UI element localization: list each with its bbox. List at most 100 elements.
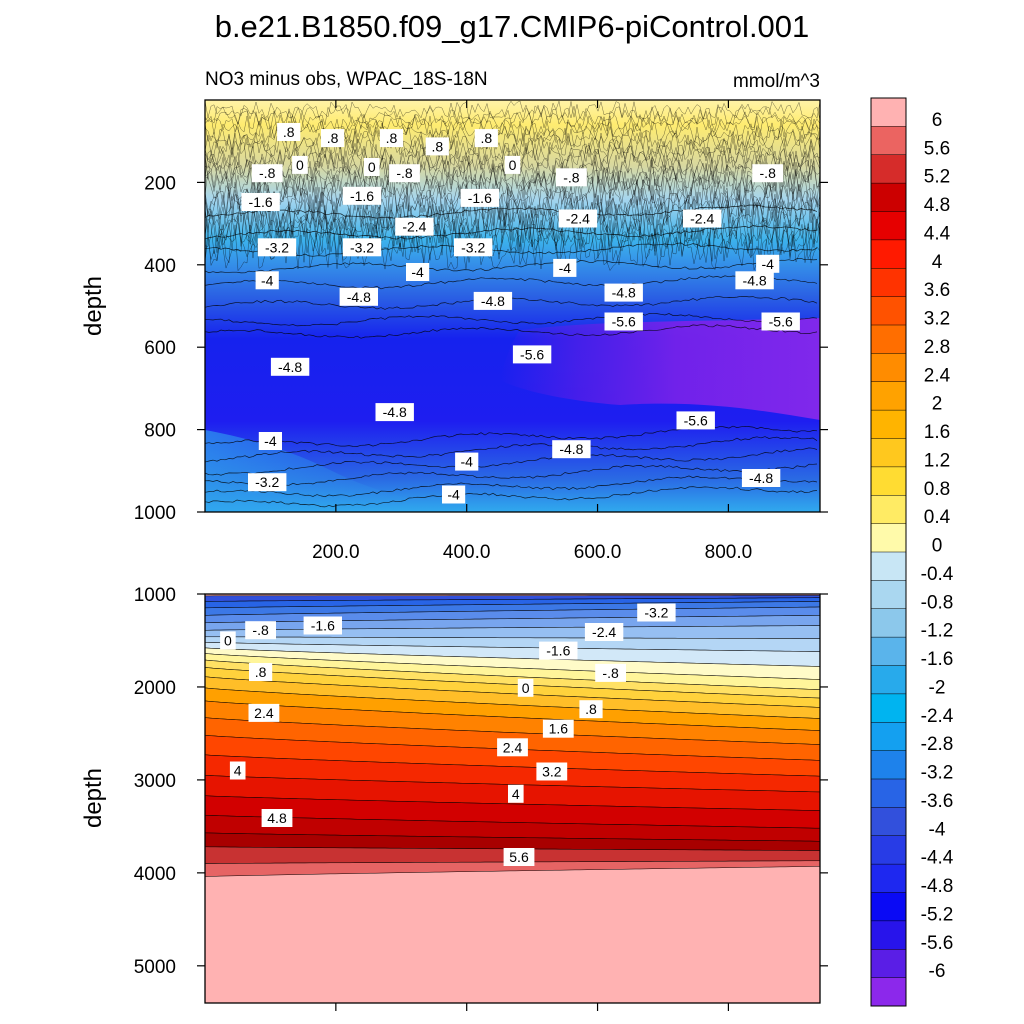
colorbar-swatch: [871, 807, 906, 837]
colorbar-swatch: [871, 126, 906, 156]
contour-label: -.8: [396, 165, 413, 181]
contour-label-box: [683, 209, 722, 228]
contour-label-box: [342, 238, 382, 257]
contour-label-box: [229, 761, 246, 780]
colorbar-label: -2: [929, 677, 946, 698]
contour-line: [205, 225, 818, 240]
top-y-axis-label: depth: [80, 276, 107, 336]
colorbar-swatch: [871, 580, 906, 610]
y-tick-label: 800: [144, 421, 176, 442]
contour-line: [205, 447, 818, 476]
contour-label-box: [255, 271, 279, 290]
contour-label: .8: [386, 130, 398, 146]
bottom-contour-labels: -.8 -1.6 0 -3.2 -2.4 -1.6 -.8 .8 0 .8 1.6 2.4 2.4 3.2…: [220, 603, 676, 866]
contour-label-box: [460, 188, 499, 207]
colorbar-swatch: [871, 523, 906, 553]
contour-label-box: [241, 193, 280, 211]
colorbar-swatch: [871, 495, 906, 525]
contour-label: -1.6: [350, 188, 374, 204]
contour-label-box: [539, 641, 578, 660]
contour-label: .8: [255, 664, 267, 680]
contour-label: -4.8: [612, 285, 636, 301]
contour-label: 4: [234, 763, 242, 779]
contour-label-box: [389, 164, 420, 183]
contour-label: 0: [509, 157, 517, 173]
contour-line: [205, 436, 818, 463]
contour-label: .8: [585, 701, 597, 717]
contour-label: -.8: [760, 165, 777, 181]
colorbar-swatch: [871, 239, 906, 269]
contour-line: [205, 125, 820, 150]
contour-label-box: [454, 238, 493, 257]
top-axis-ticks: 200.0 400.0 600.0 800.0 200 400 600 800 1000: [134, 100, 828, 563]
colorbar-label: 3.6: [924, 280, 950, 301]
colorbar-label: -0.8: [921, 592, 954, 613]
contour-label: 4.8: [267, 810, 287, 826]
bottom-panel-field: -.8 -1.6 0 -3.2 -2.4 -1.6 -.8 .8 0 .8 1.6 2.4 2.4 3.2…: [205, 594, 820, 1003]
contour-line: [205, 425, 818, 447]
colorbar-swatch: [871, 665, 906, 695]
colorbar-swatch: [871, 779, 906, 808]
contour-label-box: [676, 411, 715, 430]
colorbar-label: -0.4: [921, 564, 954, 585]
contour-label: -3.2: [644, 605, 668, 621]
contour-label: 0: [224, 632, 232, 648]
colorbar-swatch: [871, 325, 906, 354]
contour-label: -4.8: [481, 293, 505, 309]
bottom-panel: -.8 -1.6 0 -3.2 -2.4 -1.6 -.8 .8 0 .8 1.6 2.4 2.4 3.2…: [80, 585, 828, 1011]
colorbar-swatch: [871, 637, 906, 666]
contour-label-box: [536, 762, 568, 781]
colorbar-swatch: [871, 98, 906, 127]
bottom-axis-ticks: 1000 2000 3000 4000 5000: [134, 585, 828, 1011]
colorbar-swatch: [871, 268, 906, 298]
contour-line: [205, 274, 818, 290]
colorbar-swatch: [871, 381, 906, 411]
colorbar-label: 5.6: [924, 138, 950, 159]
contour-label-box: [756, 254, 780, 273]
colorbar-label: 4.4: [924, 223, 951, 244]
colorbar-label: -6: [929, 961, 946, 982]
contour-label: 0: [296, 157, 304, 173]
colorbar-label: -3.2: [921, 763, 954, 784]
colorbar-swatch: [871, 211, 906, 241]
colorbar-swatch: [871, 466, 906, 496]
colorbar-swatch: [871, 154, 906, 184]
contour-label-box: [512, 345, 552, 364]
contour-line: [205, 204, 818, 219]
bottom-panel-frame: [204, 593, 821, 1004]
colorbar-label: 3.2: [924, 309, 950, 330]
contour-label: -4.8: [749, 470, 773, 486]
contour-label-box: [604, 283, 643, 302]
contour-label-box: [595, 663, 626, 682]
contour-label-box: [455, 452, 479, 471]
contour-line: [205, 257, 818, 274]
contour-line: [205, 475, 818, 498]
colorbar-swatch: [871, 722, 906, 752]
contour-line: [205, 164, 820, 199]
contour-line: [205, 184, 820, 223]
contour-label: 1.6: [549, 721, 569, 737]
contour-label: .8: [431, 138, 443, 154]
contour-label: -1.6: [249, 194, 273, 210]
contour-label-box: [342, 186, 382, 205]
contour-label-box: [248, 703, 280, 722]
contour-label-box: [517, 678, 534, 697]
contour-label-box: [379, 129, 404, 148]
colorbar-label: 1.2: [924, 450, 950, 471]
contour-label: -.8: [563, 169, 580, 185]
y-tick-label: 2000: [134, 678, 176, 699]
contour-label-box: [321, 129, 345, 148]
contour-label: -2.4: [402, 219, 426, 235]
x-tick-label: 600.0: [574, 542, 622, 563]
contour-label-box: [542, 719, 574, 738]
contour-line: [205, 173, 820, 211]
colorbar-label: 0: [932, 536, 943, 557]
colorbar-swatch: [871, 864, 906, 893]
contour-label-box: [303, 616, 342, 635]
contour-label: 0: [522, 680, 530, 696]
contour-label: 2.4: [254, 705, 274, 721]
units-label: mmol/m^3: [733, 71, 820, 92]
contour-label: -5.6: [612, 314, 636, 330]
colorbar-label: -4.4: [921, 848, 954, 869]
contour-label: -.8: [602, 665, 619, 681]
